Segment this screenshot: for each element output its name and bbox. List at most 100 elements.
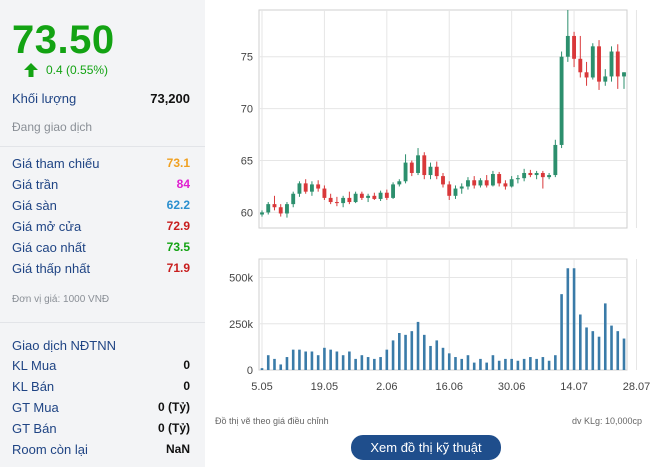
volume-series [260,268,626,370]
volume-bar [541,357,545,370]
price-tick-label: 70 [241,104,253,116]
divider [0,146,205,147]
volume-bar [554,355,557,370]
price-unit-note: Đơn vị giá: 1000 VNĐ [12,294,110,305]
volume-label: Khối lượng [12,91,77,106]
arrow-up-icon [24,63,38,77]
candle-body [572,35,577,59]
volume-bar [435,340,439,370]
volume-bar [447,353,451,370]
volume-bar [579,314,582,370]
foreign-row-label: GT Mua [12,400,59,415]
volume-tick-label: 500k [229,273,253,285]
volume-unit-note: dv KLg: 10,000cp [571,416,642,426]
candle-body [466,180,470,187]
volume-bar [379,357,382,370]
candle-body [528,172,533,176]
candle-body [403,162,408,182]
volume-bar [298,349,301,370]
foreign-row-label: KL Bán [12,379,55,394]
volume-bar [454,357,457,370]
volume-bar [610,325,613,370]
price-row-label: Giá thấp nhất [12,261,91,276]
volume-bar [603,303,607,370]
foreign-row-value: 0 [183,358,190,372]
candle-body [497,174,502,184]
volume-bar [504,358,507,370]
price-row-value: 84 [176,177,190,191]
foreign-row: GT Bán 0 (Tỷ) [12,421,190,436]
candle-body [447,184,452,196]
volume-bar [348,351,351,370]
price-row-value: 73.1 [166,156,190,170]
date-tick-label: 14.07 [560,381,588,393]
volume-bar [273,358,276,370]
volume-bar [316,355,320,370]
adjusted-price-note: Đồ thị vẽ theo giá điều chỉnh [215,416,329,426]
date-tick-label: 2.06 [376,381,397,393]
volume-bar [360,355,364,370]
volume-bar [291,349,295,370]
price-chart: 75 70 65 60 500k 250k 0 5.05 19.05 2.06 16.06 30.… [229,9,650,393]
foreign-row-label: Room còn lại [12,442,88,457]
candle-body [559,56,564,145]
price-row-label: Giá mở cửa [12,219,82,234]
volume-bar [398,333,401,370]
volume-bar [491,355,495,370]
volume-bar [310,351,314,370]
price-plot-frame [258,9,628,229]
candle-body [266,204,271,213]
volume-bar [597,336,601,370]
candle-body [416,155,420,173]
candle-body [328,197,333,203]
foreign-trading-title: Giao dịch NĐTNN [12,338,117,353]
candle-body [341,197,346,204]
volume-tick-label: 250k [229,319,253,331]
candle-body [622,72,626,77]
price-row-value: 72.9 [166,219,190,233]
candle-body [603,76,608,82]
volume-bar [260,368,264,370]
date-tick-label: 16.06 [435,381,463,393]
volume-bar [566,268,570,370]
volume-row: Khối lượng 73,200 [12,91,190,106]
volume-bar [391,340,395,370]
volume-bar [522,358,526,370]
price-row-value: 73.5 [166,240,190,254]
price-row: Giá mở cửa 72.9 [12,219,190,234]
candle-body [391,184,396,198]
volume-bar [460,358,464,370]
candle-body [334,202,339,204]
volume-bar [466,355,470,370]
candle-body [366,195,371,198]
candle-body [384,192,389,198]
volume-bar [616,331,620,370]
date-tick-label: 19.05 [311,381,339,393]
volume-bar [485,362,488,370]
candle-body [615,51,620,77]
candle-body [285,204,289,214]
volume-bar [285,357,289,370]
price-change: 0.4 (0.55%) [24,63,108,77]
candle-body [372,195,377,199]
foreign-row-label: GT Bán [12,421,57,436]
candle-body [353,193,358,203]
volume-bar [547,360,551,370]
candle-body [422,155,427,176]
volume-bar [572,268,576,370]
volume-bar [585,327,588,370]
candle-body [303,183,308,192]
candle-body [590,46,595,78]
volume-bar [329,349,332,370]
candle-body [490,174,495,186]
volume-bar [535,358,538,370]
volume-bar [279,364,283,370]
price-row: Giá thấp nhất 71.9 [12,261,190,276]
volume-bar [472,362,476,370]
volume-bar [354,358,357,370]
price-row: Giá trần 84 [12,177,190,192]
technical-chart-button[interactable]: Xem đồ thị kỹ thuật [351,435,501,460]
volume-bar [323,347,326,370]
volume-bar [366,357,370,370]
price-row-label: Giá sàn [12,198,57,213]
